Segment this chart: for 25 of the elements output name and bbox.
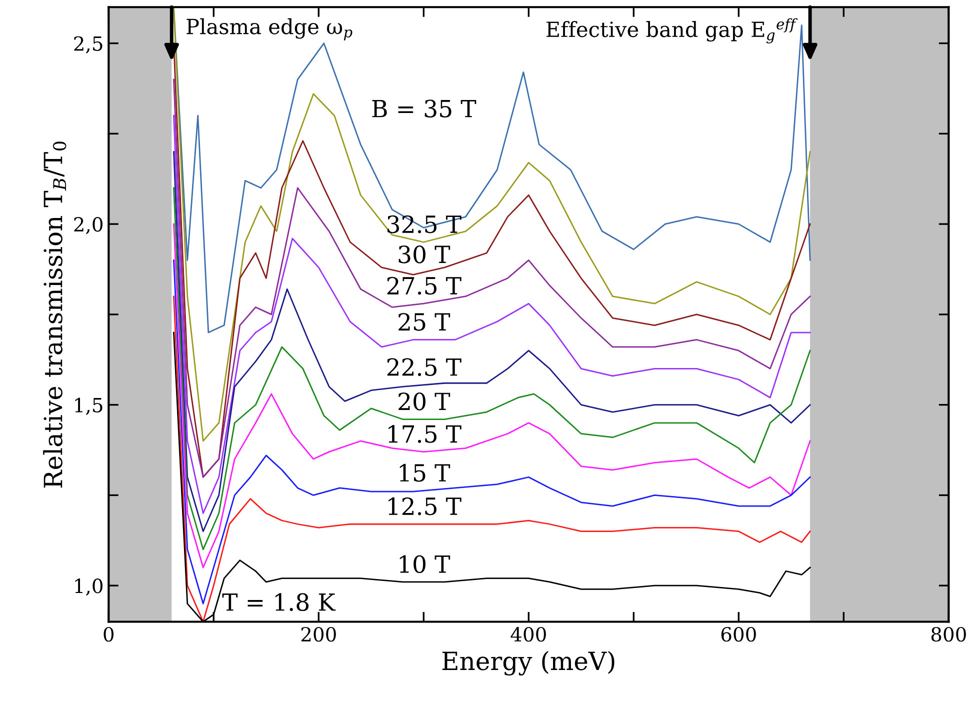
series-label: 15 T: [400, 464, 450, 482]
y-tick-label: 1,0: [75, 578, 102, 596]
x-axis-title: Energy (meV): [442, 650, 614, 676]
series-label: 22.5 T: [387, 358, 462, 376]
series-label: 12.5 T: [388, 497, 462, 516]
series-label: 20 T: [398, 392, 450, 410]
series-label: 25 T: [398, 312, 450, 331]
x-tick-label: 400: [510, 626, 546, 642]
y-tick-label: 2,0: [74, 217, 102, 234]
annotation: Plasma edge ω$_{p}$: [186, 18, 352, 40]
x-tick-label: 200: [301, 626, 336, 642]
y-tick-label: 2,5: [74, 36, 102, 54]
series-label: 10 T: [400, 555, 450, 574]
y-axis-title: Relative transmission T$_{B}$/T$_{0}$: [43, 142, 66, 488]
series-label: 27.5 T: [387, 276, 462, 295]
y-tick-label: 1,5: [75, 398, 102, 415]
series-label: 30 T: [398, 245, 450, 264]
annotation: T = 1.8 K: [222, 593, 336, 612]
annotation: Effective band gap E$_{g}$$^{eff}$: [546, 18, 798, 44]
x-tick-label: 0: [104, 626, 114, 642]
line-series: [173, 7, 811, 442]
series-label: B = 35 T: [372, 100, 476, 118]
series-label: 17.5 T: [388, 425, 462, 443]
x-tick-label: 600: [721, 626, 756, 642]
x-tick-label: 800: [931, 626, 966, 642]
